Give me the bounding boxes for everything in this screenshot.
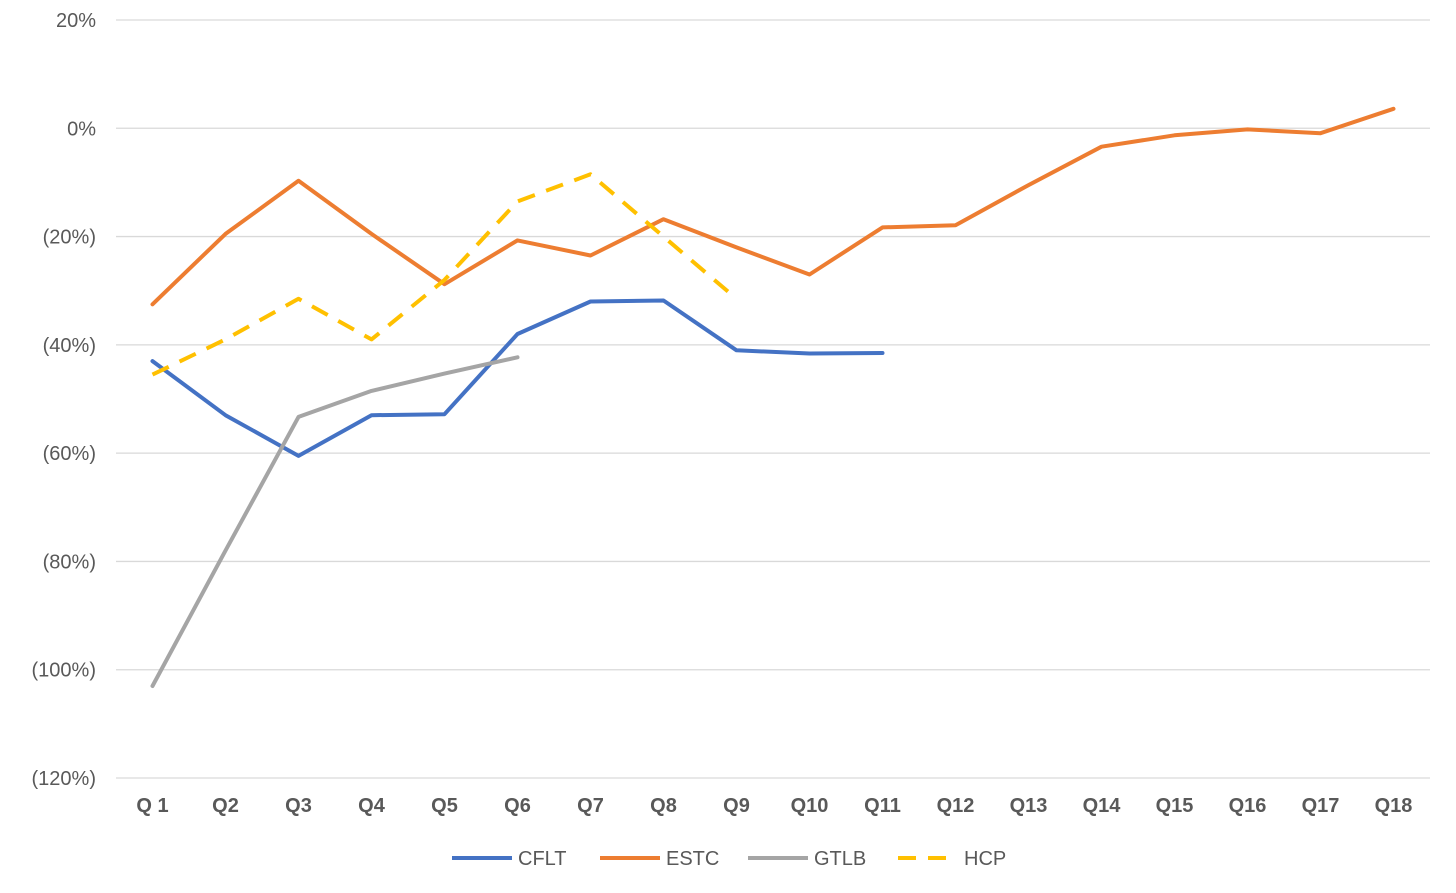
series-line-cflt (150, 298, 885, 458)
y-axis-tick-labels: 20% 0% (20%) (40%) (60%) (80%) (100%) (120%) (32, 10, 97, 790)
x-tick-label: Q7 (577, 795, 604, 817)
y-tick-label: (120%) (32, 768, 96, 790)
y-tick-label: (40%) (43, 335, 96, 357)
x-tick-label: Q9 (723, 795, 750, 817)
x-tick-label: Q6 (504, 795, 531, 817)
series-line-hcp (151, 172, 738, 377)
gridlines (116, 19, 1430, 779)
x-tick-label: Q3 (285, 795, 312, 817)
x-tick-label: Q13 (1010, 795, 1048, 817)
x-tick-label: Q17 (1302, 795, 1340, 817)
x-tick-label: Q8 (650, 795, 677, 817)
y-tick-label: 20% (56, 10, 96, 32)
y-tick-label: (100%) (32, 660, 96, 682)
y-tick-label: 0% (67, 118, 96, 140)
series-lines (150, 106, 1396, 688)
series-line-gtlb (150, 355, 520, 688)
x-tick-label: Q10 (791, 795, 829, 817)
x-axis-tick-labels: Q 1 Q2 Q3 Q4 Q5 Q6 Q7 Q8 Q9 Q10 Q11 Q12 Q13 Q14 Q15 Q16… (136, 795, 1412, 817)
x-tick-label: Q15 (1156, 795, 1194, 817)
x-tick-label: Q14 (1083, 795, 1122, 817)
x-tick-label: Q2 (212, 795, 239, 817)
legend-label-gtlb: GTLB (814, 848, 866, 870)
y-tick-label: (60%) (43, 443, 96, 465)
x-tick-label: Q5 (431, 795, 458, 817)
legend-label-cflt: CFLT (518, 848, 567, 870)
x-tick-label: Q4 (358, 795, 386, 817)
x-tick-label: Q18 (1375, 795, 1413, 817)
legend-label-estc: ESTC (666, 848, 719, 870)
x-tick-label: Q 1 (136, 795, 168, 817)
y-tick-label: (20%) (43, 227, 96, 249)
legend-label-hcp: HCP (964, 848, 1006, 870)
legend: CFLT ESTC GTLB HCP (452, 848, 1006, 870)
x-tick-label: Q12 (937, 795, 975, 817)
y-tick-label: (80%) (43, 551, 96, 573)
x-tick-label: Q16 (1229, 795, 1267, 817)
x-tick-label: Q11 (864, 795, 901, 817)
series-line-estc (150, 106, 1396, 307)
